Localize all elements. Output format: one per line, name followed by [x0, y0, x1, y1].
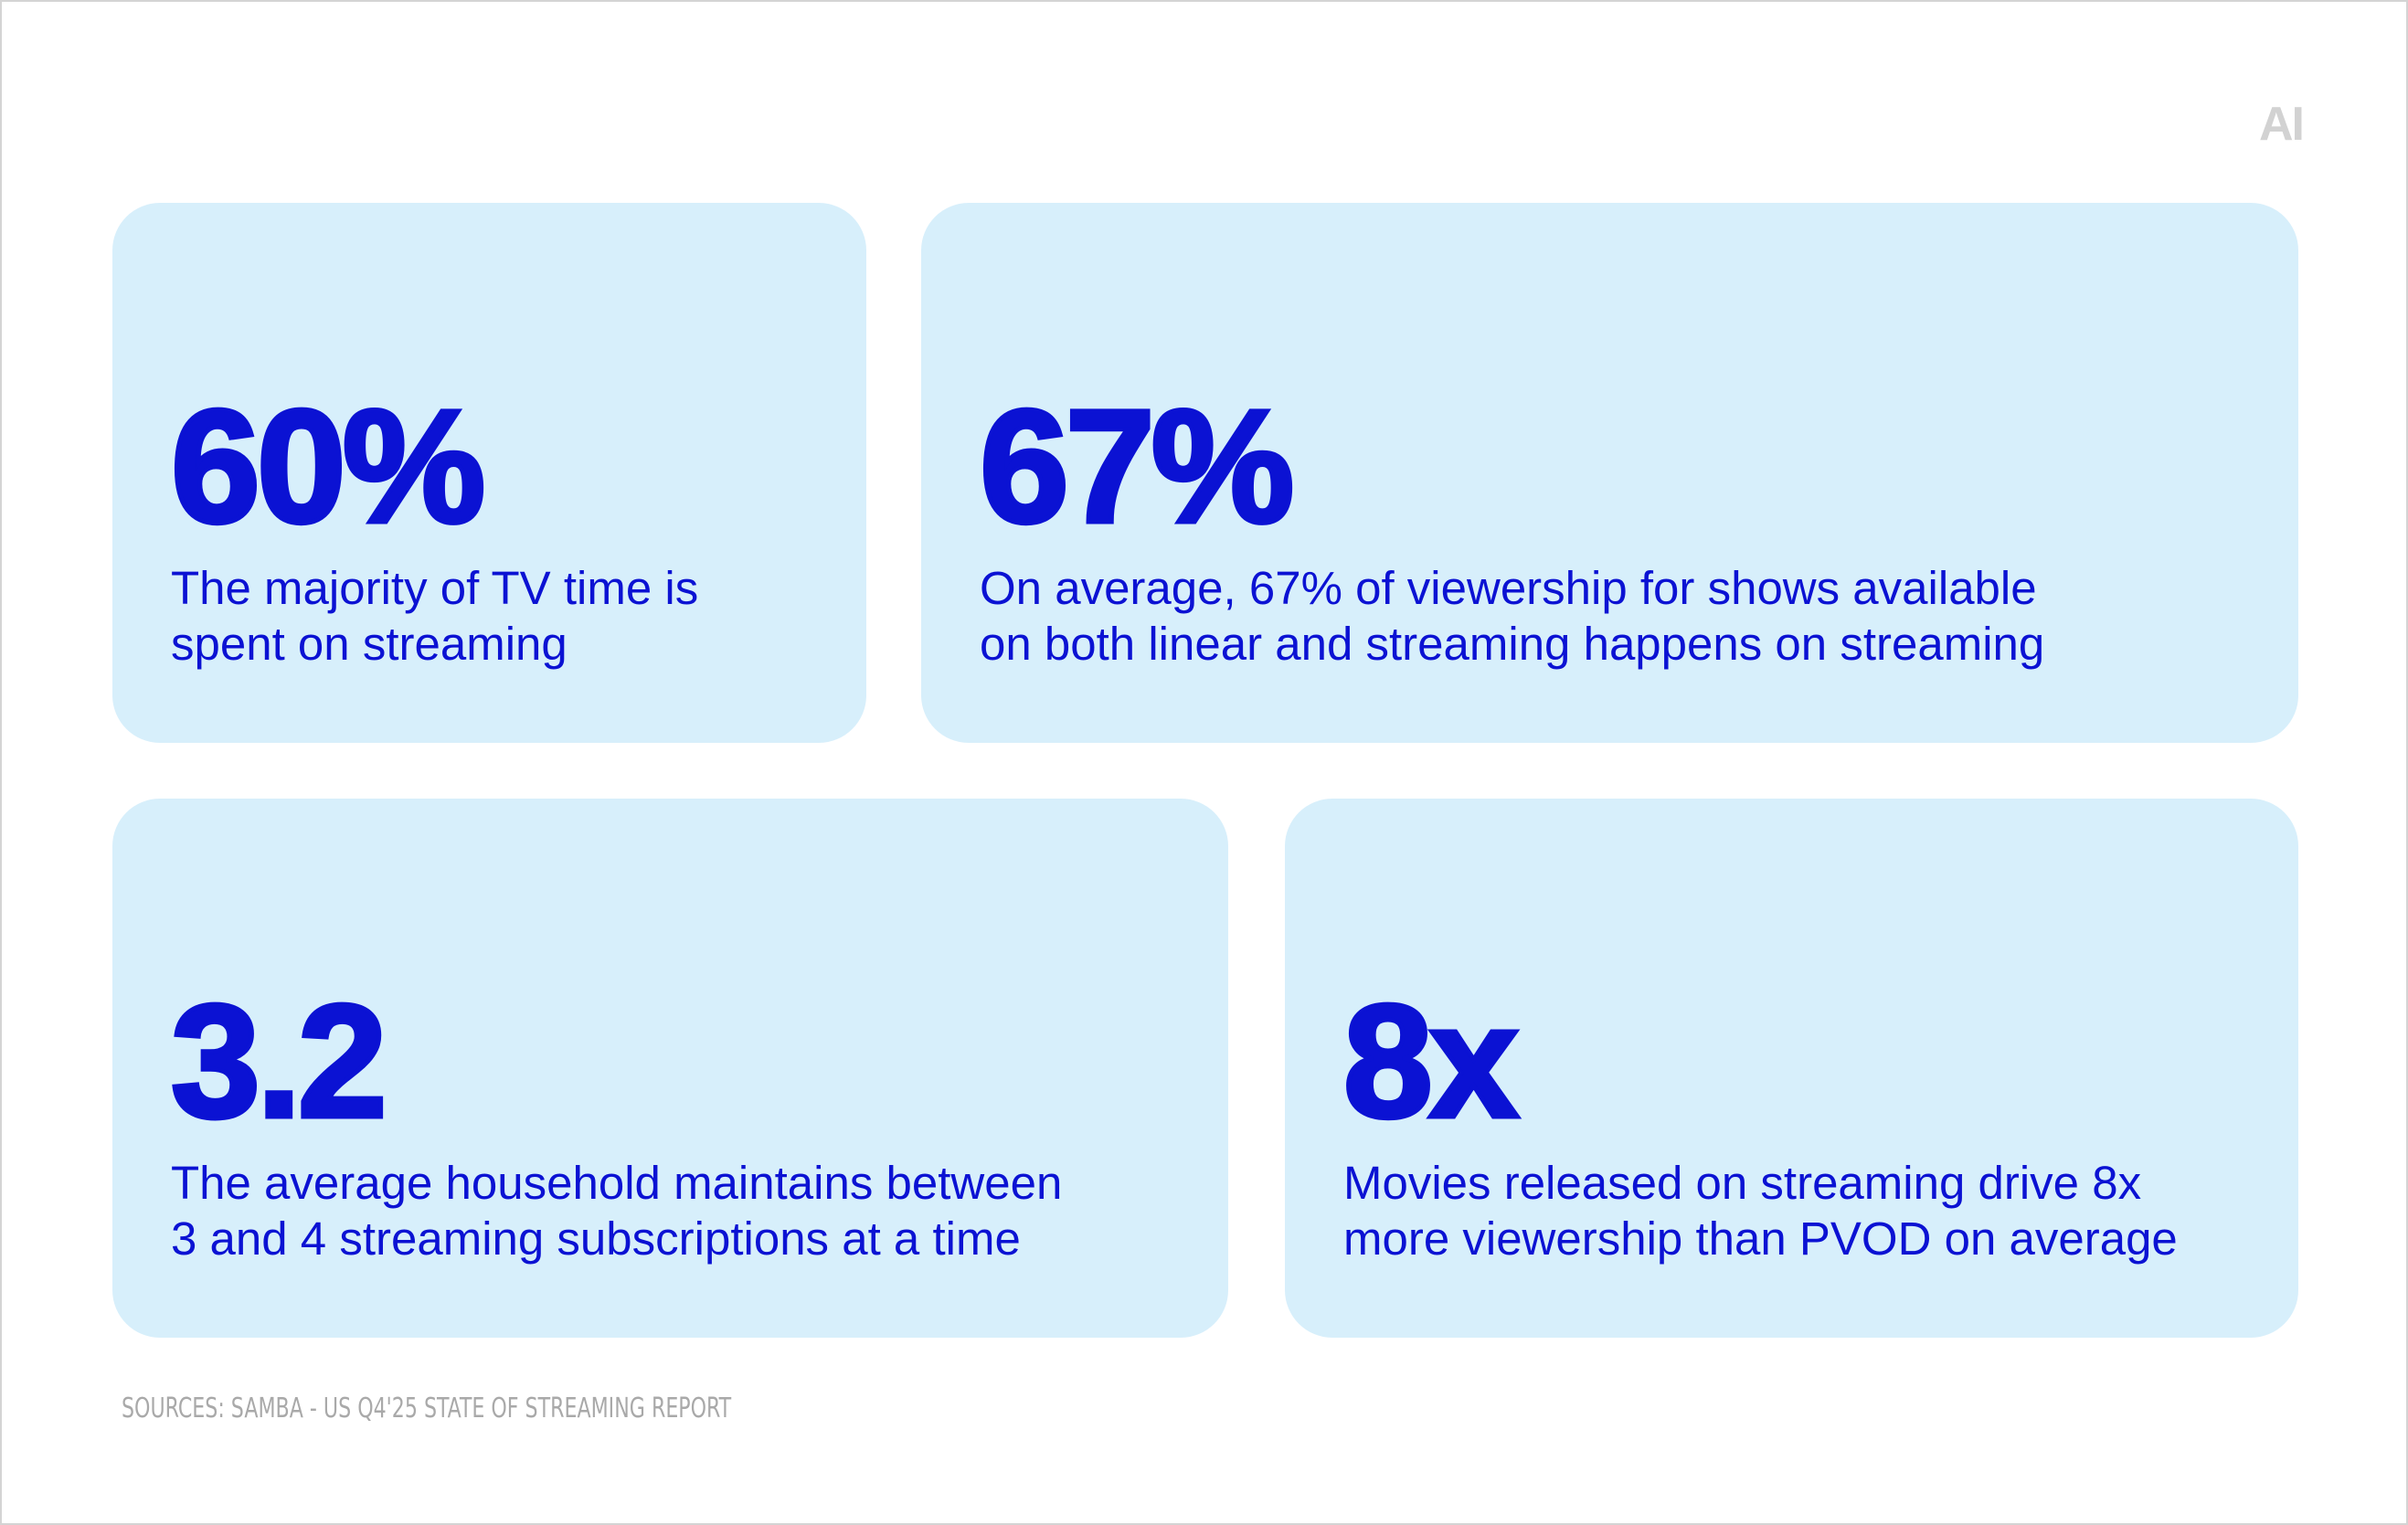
stat-value: 3.2: [169, 972, 390, 1151]
stat-value: 67%: [978, 377, 1297, 556]
stat-description: spent on streaming: [171, 618, 568, 670]
sources-note: SOURCES: SAMBA - US Q4'25 STATE OF STREA…: [122, 1393, 732, 1424]
stat-value: 60%: [169, 377, 488, 556]
stat-description: On average, 67% of viewership for shows …: [980, 562, 2037, 614]
stat-description: 3 and 4 streaming subscriptions at a tim…: [171, 1213, 1021, 1265]
stat-description: Movies released on streaming drive 8x: [1343, 1157, 2142, 1209]
stat-description: on both linear and streaming happens on …: [980, 618, 2045, 670]
stat-value: 8x: [1342, 972, 1522, 1151]
stat-description: more viewership than PVOD on average: [1343, 1213, 2178, 1265]
stat-card: 8x Movies released on streaming drive 8x m…: [1285, 799, 2298, 1338]
logo: AI: [2259, 98, 2305, 151]
stat-description: The majority of TV time is: [171, 562, 699, 614]
stat-card: 3.2 The average household maintains betwe…: [112, 799, 1228, 1338]
stat-card: 60% The majority of TV time is spent on st…: [112, 203, 866, 743]
stat-card: 67% On average, 67% of viewership for sho…: [921, 203, 2298, 743]
stat-description: The average household maintains between: [171, 1157, 1063, 1209]
